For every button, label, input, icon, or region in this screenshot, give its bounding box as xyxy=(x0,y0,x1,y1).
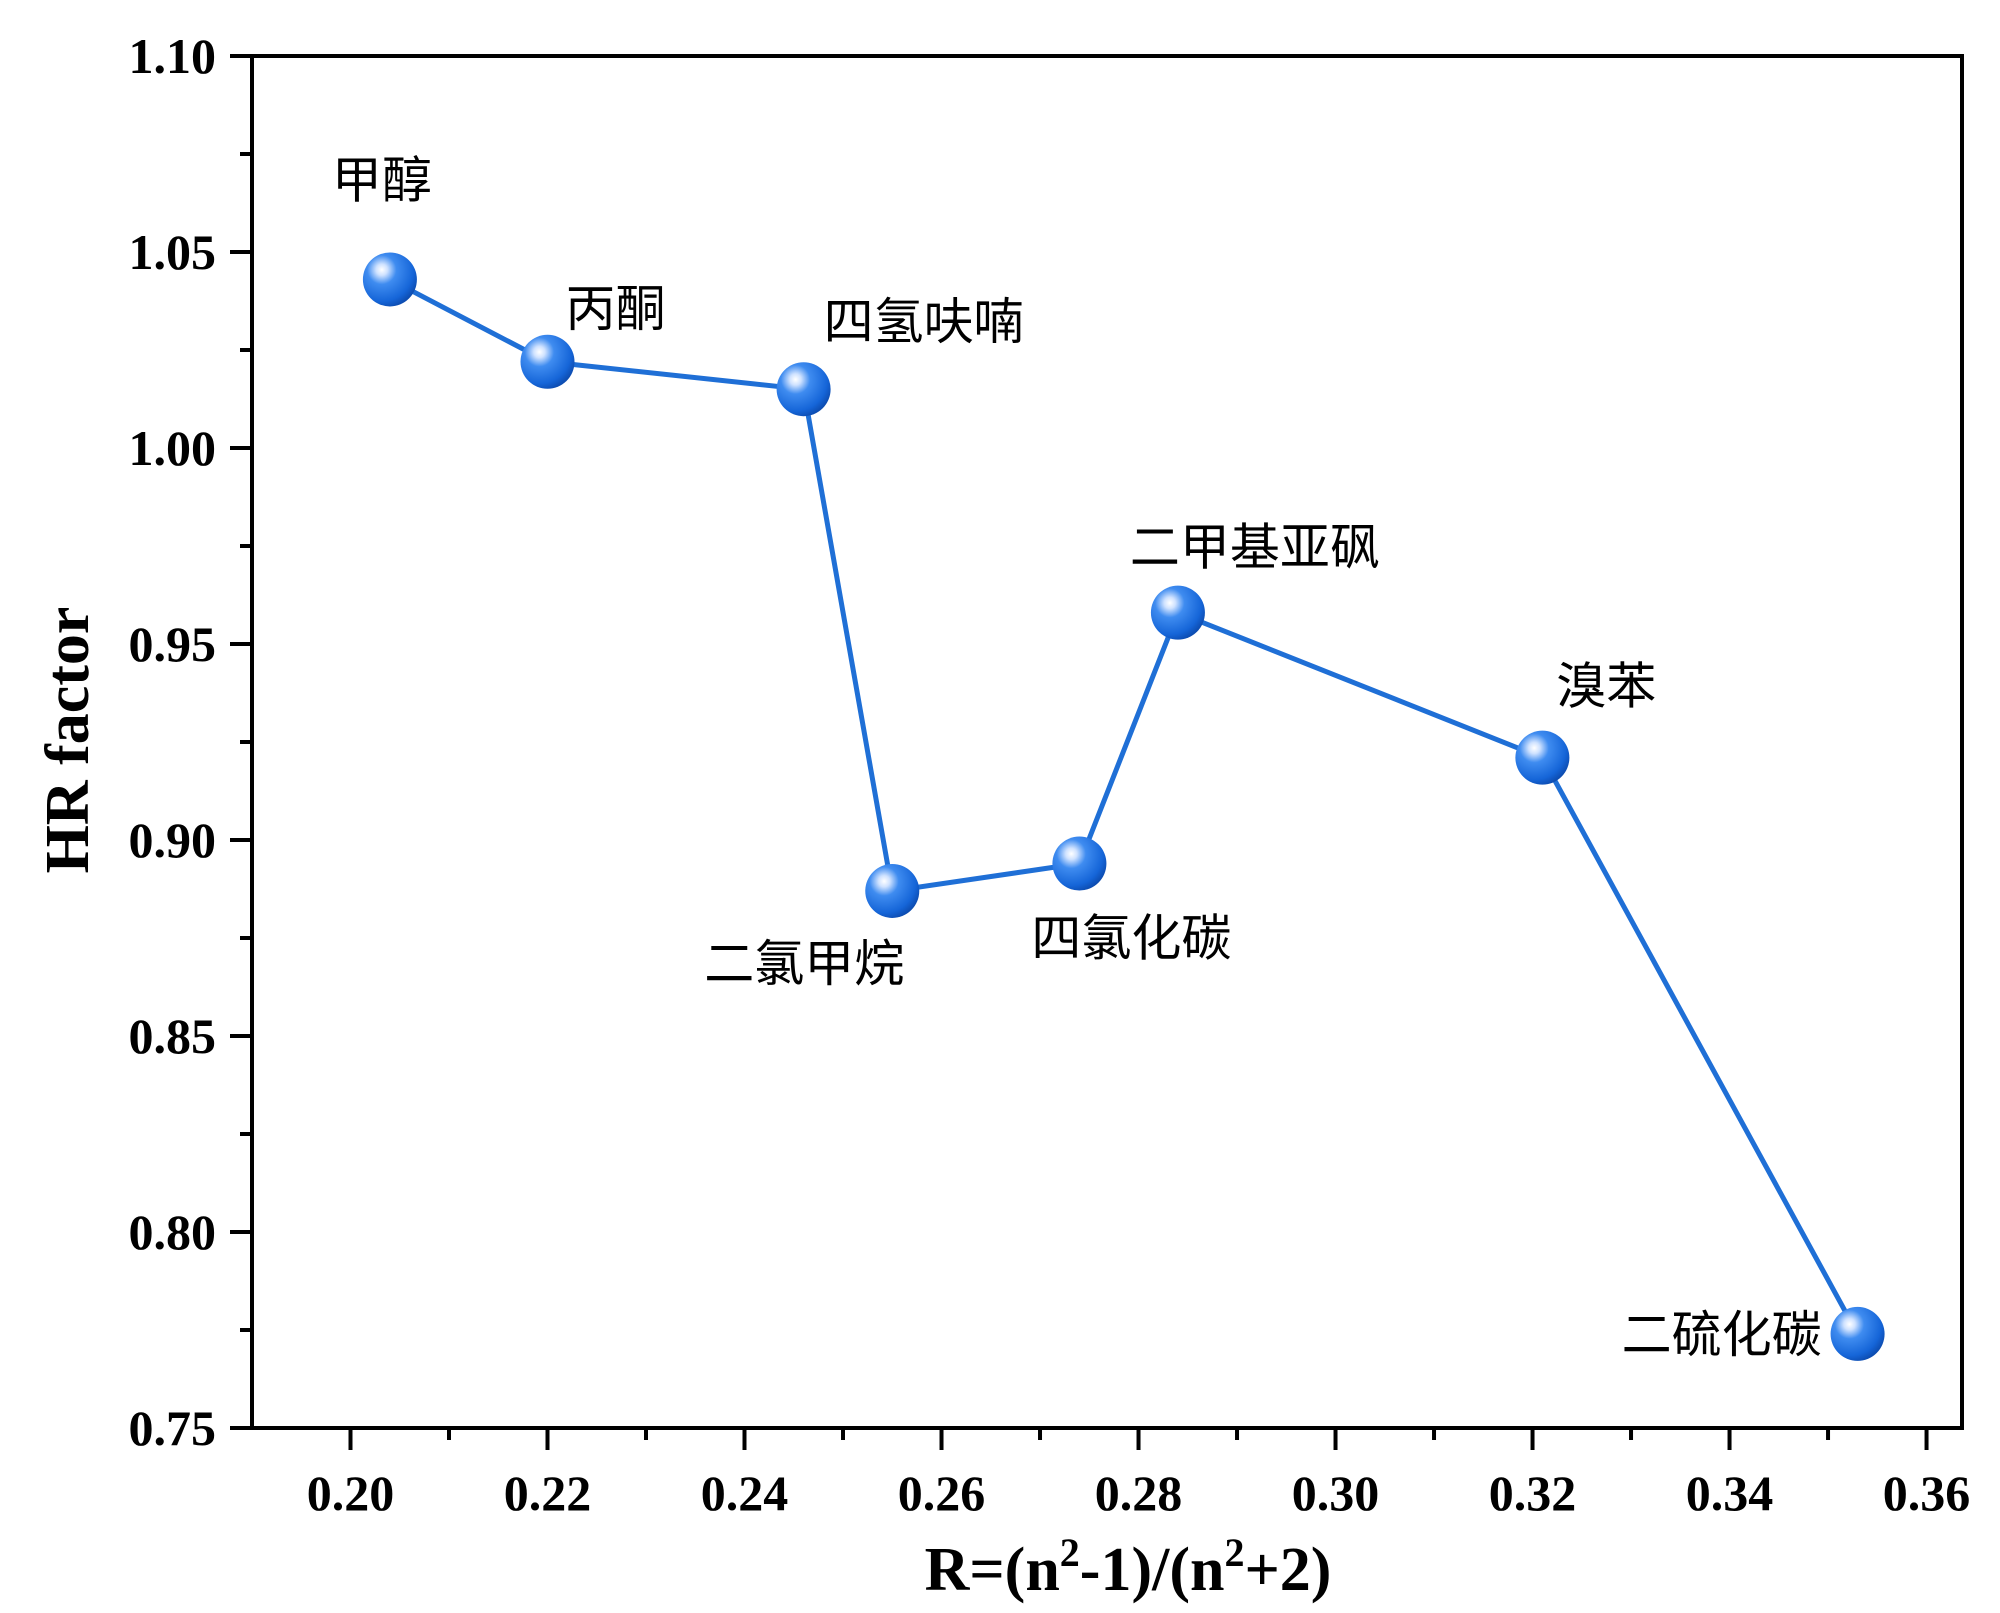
x-tick-label: 0.30 xyxy=(1292,1465,1380,1521)
x-tick-label: 0.34 xyxy=(1686,1465,1774,1521)
data-point-marker xyxy=(1830,1306,1885,1361)
data-point-label: 二甲基亚砜 xyxy=(1130,519,1380,577)
x-tick-label: 0.28 xyxy=(1095,1465,1183,1521)
data-point-marker xyxy=(520,334,575,389)
data-point-marker xyxy=(865,863,920,918)
data-point-marker xyxy=(1052,836,1107,891)
x-tick-label: 0.36 xyxy=(1883,1465,1971,1521)
x-title-sup1: 2 xyxy=(1060,1530,1080,1575)
x-tick-label: 0.22 xyxy=(504,1465,592,1521)
data-point-marker xyxy=(362,252,417,307)
data-point-marker xyxy=(1515,730,1570,785)
plot-border xyxy=(250,54,1964,1430)
y-tick-label: 0.90 xyxy=(129,812,217,868)
x-title-prefix: R=(n xyxy=(925,1536,1060,1604)
x-axis: 0.20 0.22 0.24 0.26 0.28 0.30 0.32 0.34 0.36 xyxy=(307,1428,1971,1521)
data-point-label: 二氯甲烷 xyxy=(704,935,904,993)
y-axis-title: HR factor xyxy=(34,607,102,874)
data-point-label: 二硫化碳 xyxy=(1622,1306,1822,1364)
plot-frame xyxy=(250,54,1964,1430)
y-axis: 0.75 0.80 0.85 0.90 0.95 1.00 1.05 1.10 xyxy=(129,28,252,1456)
data-point-marker xyxy=(776,362,831,417)
y-tick-label: 1.00 xyxy=(129,420,217,476)
data-point-label: 四氯化碳 xyxy=(1031,910,1231,968)
data-point-label: 四氢呋喃 xyxy=(824,293,1024,351)
x-axis-title: R=(n2-1)/(n2+2) xyxy=(925,1530,1332,1604)
data-point-label: 丙酮 xyxy=(566,280,666,338)
data-point-label: 溴苯 xyxy=(1556,658,1656,716)
x-title-sup2: 2 xyxy=(1224,1530,1244,1575)
series-line xyxy=(388,277,1860,1336)
data-point-marker xyxy=(1150,585,1205,640)
y-tick-label: 1.05 xyxy=(129,224,217,280)
x-title-mid: -1)/(n xyxy=(1080,1536,1225,1604)
y-tick-label: 0.95 xyxy=(129,616,217,672)
x-tick-label: 0.24 xyxy=(701,1465,789,1521)
y-tick-label: 1.10 xyxy=(129,28,217,84)
x-tick-label: 0.20 xyxy=(307,1465,395,1521)
x-tick-label: 0.32 xyxy=(1489,1465,1577,1521)
y-tick-label: 0.85 xyxy=(129,1008,217,1064)
data-series xyxy=(362,252,1885,1361)
x-title-suffix: +2) xyxy=(1244,1536,1331,1604)
x-tick-label: 0.26 xyxy=(898,1465,986,1521)
data-point-label: 甲醇 xyxy=(332,151,432,209)
y-tick-label: 0.80 xyxy=(129,1204,217,1260)
y-tick-label: 0.75 xyxy=(129,1400,217,1456)
